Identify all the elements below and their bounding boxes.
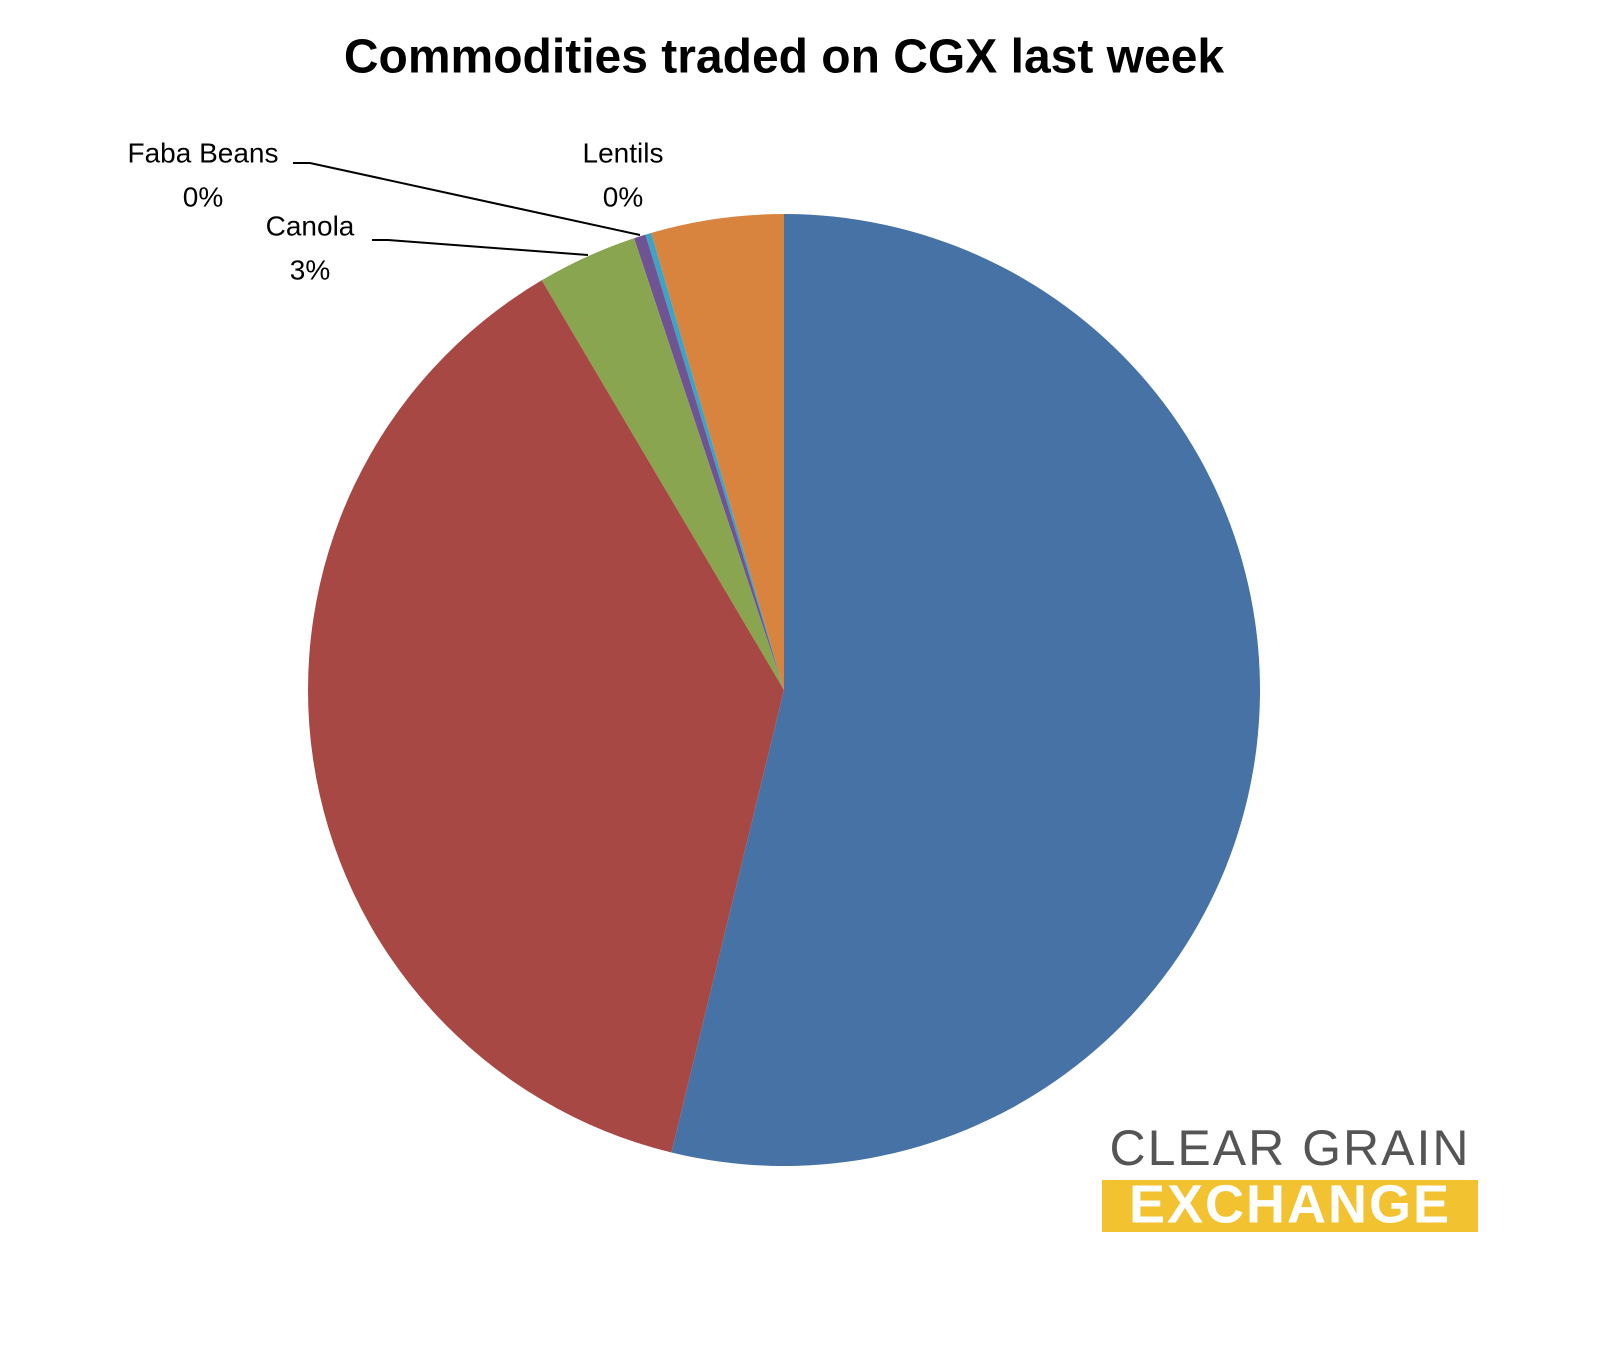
- pie-slice: [307, 280, 784, 1153]
- slice-label: Canola: [266, 210, 355, 241]
- slice-label: Faba Beans: [128, 137, 279, 168]
- pie-slice: [645, 232, 784, 690]
- logo-line2: EXCHANGE: [1129, 1174, 1451, 1234]
- slice-value-label: 3%: [290, 254, 330, 285]
- pie-slice: [651, 214, 784, 690]
- pie-slice: [671, 214, 1260, 1166]
- logo-band: [1102, 1180, 1478, 1232]
- slice-value-label: 0%: [603, 181, 643, 212]
- slice-label: Lentils: [583, 137, 664, 168]
- logo-line1: CLEAR GRAIN: [1110, 1120, 1471, 1176]
- leader-line: [372, 239, 589, 256]
- slice-value-label: 0%: [183, 181, 223, 212]
- leader-line: [293, 162, 641, 236]
- pie-slice: [541, 238, 784, 691]
- pie-slice: [634, 234, 784, 691]
- chart-title: Commodities traded on CGX last week: [344, 31, 1225, 84]
